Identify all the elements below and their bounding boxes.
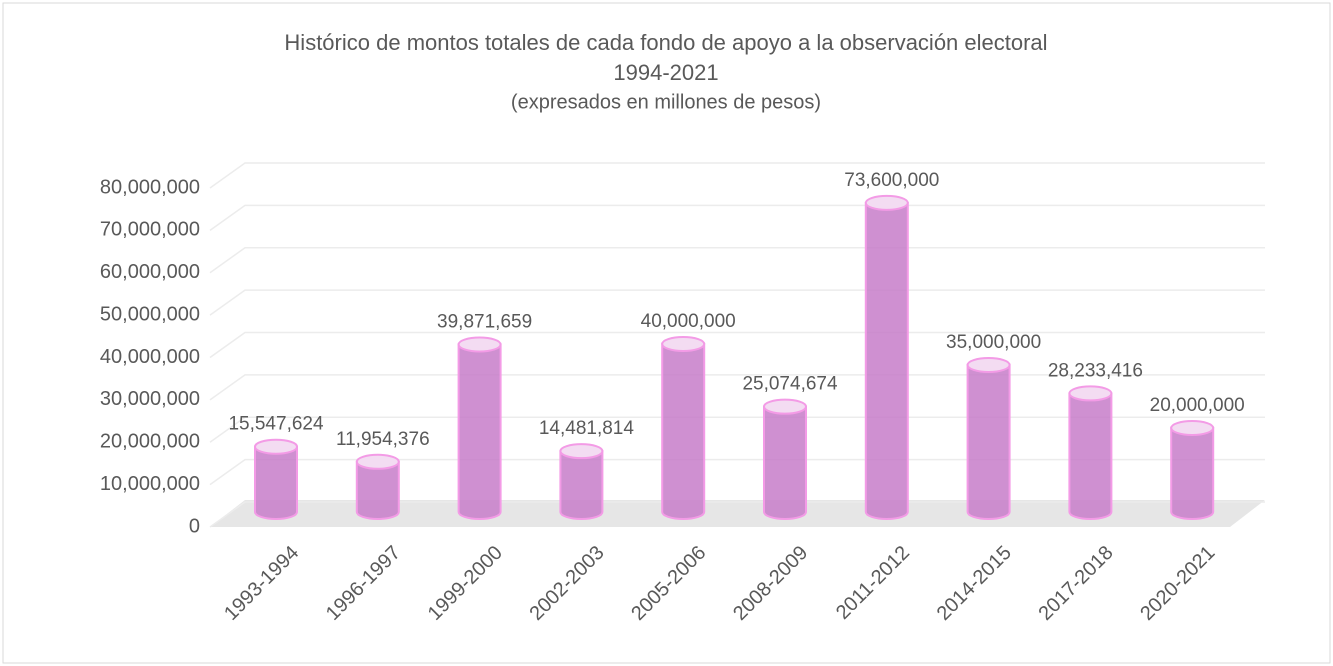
value-label: 15,547,624 xyxy=(228,414,324,435)
bar-top xyxy=(763,398,807,415)
y-tick-label: 80,000,000 xyxy=(100,176,200,198)
grid-line xyxy=(209,501,1265,528)
bar-top xyxy=(254,438,298,455)
bar xyxy=(1170,427,1215,520)
value-label: 11,954,376 xyxy=(336,429,430,450)
bar xyxy=(763,405,807,520)
bar-top xyxy=(1170,420,1215,436)
grid-line xyxy=(209,289,1265,316)
y-tick-label: 50,000,000 xyxy=(100,303,200,325)
grid-line xyxy=(209,247,1265,274)
grid-line xyxy=(209,331,1265,359)
bar xyxy=(966,364,1011,520)
value-label: 28,233,416 xyxy=(1048,360,1143,381)
y-tick-label: 60,000,000 xyxy=(100,261,200,283)
chart-title: Histórico de montos totales de cada fond… xyxy=(284,30,1047,55)
y-tick-label: 30,000,000 xyxy=(100,388,200,410)
bar-top xyxy=(661,336,706,352)
bar-top xyxy=(355,453,400,470)
bar-top xyxy=(966,357,1011,373)
bar-top xyxy=(1068,385,1113,402)
value-label: 40,000,000 xyxy=(641,311,736,332)
bar xyxy=(1068,392,1113,520)
value-label: 39,871,659 xyxy=(437,312,532,333)
value-label: 35,000,000 xyxy=(946,332,1041,353)
bar xyxy=(355,460,400,520)
y-tick-label: 0 xyxy=(189,515,200,537)
bar xyxy=(661,343,706,520)
y-tick-label: 20,000,000 xyxy=(100,431,200,453)
value-label: 73,600,000 xyxy=(844,170,939,191)
bar-top xyxy=(864,194,909,211)
bar xyxy=(457,343,502,520)
bar-top xyxy=(559,443,604,460)
bar xyxy=(864,201,909,520)
grid-line xyxy=(209,416,1265,443)
y-tick-label: 40,000,000 xyxy=(100,346,200,368)
chart-note: (expresados en millones de pesos) xyxy=(511,91,821,113)
bar-top xyxy=(457,336,502,353)
chart-subtitle: 1994-2021 xyxy=(613,60,718,85)
y-tick-label: 10,000,000 xyxy=(100,473,200,495)
grid-line xyxy=(209,458,1265,486)
bar xyxy=(254,445,298,520)
y-tick-label: 70,000,000 xyxy=(100,219,200,241)
value-label: 20,000,000 xyxy=(1150,395,1245,416)
bar xyxy=(559,450,604,520)
grid-line xyxy=(209,204,1265,231)
value-label: 25,074,674 xyxy=(742,374,838,395)
grid-line xyxy=(209,374,1265,401)
value-label: 14,481,814 xyxy=(539,418,635,439)
grid-line xyxy=(209,162,1265,189)
